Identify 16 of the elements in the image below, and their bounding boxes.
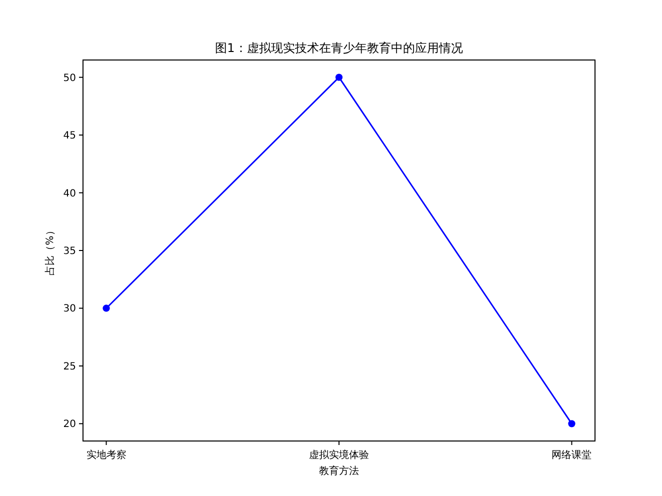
chart-title: 图1：虚拟现实技术在青少年教育中的应用情况 — [215, 41, 463, 55]
y-tick-label: 30 — [63, 304, 76, 315]
y-tick-label: 45 — [63, 130, 76, 142]
x-tick-label: 网络课堂 — [552, 449, 592, 461]
x-tick-label: 实地考察 — [86, 449, 126, 461]
x-tick-label: 虚拟实境体验 — [309, 449, 369, 461]
point — [102, 304, 110, 312]
y-tick-label: 20 — [63, 419, 76, 430]
y-tick-label: 40 — [63, 188, 76, 200]
point — [568, 420, 576, 428]
y-axis-title: 占比（%） — [44, 226, 56, 276]
point — [335, 74, 343, 81]
y-tick-label: 25 — [63, 361, 76, 372]
y-tick-label: 50 — [63, 72, 76, 84]
y-tick-label: 35 — [63, 246, 76, 257]
x-axis-title: 教育方法 — [319, 465, 359, 477]
